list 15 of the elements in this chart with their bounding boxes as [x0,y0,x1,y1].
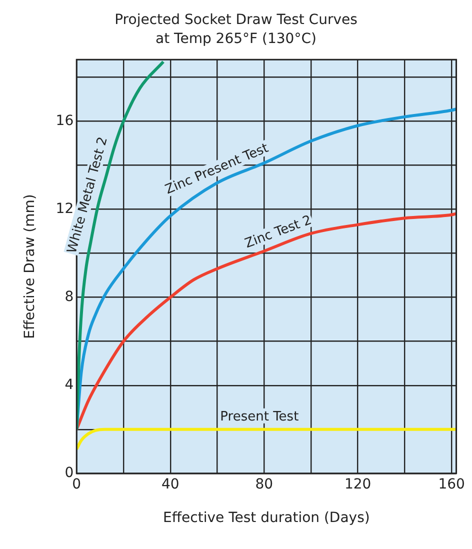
x-tick-label: 40 [161,476,180,492]
y-tick-label: 16 [56,112,74,129]
y-tick-label: 0 [64,465,74,482]
series-label: Present Test [220,409,299,424]
x-axis-title: Effective Test duration (Days) [163,510,370,526]
chart-title: Projected Socket Draw Test Curves [114,12,358,28]
y-tick-label: 8 [64,288,74,305]
text: Zinc Test 2 [242,212,314,252]
x-tick-label: 80 [255,476,274,492]
y-tick-label: 4 [64,377,74,393]
x-tick-label: 160 [438,476,465,492]
x-tick-label: 120 [344,476,372,492]
chart-subtitle: at Temp 265°F (130°C) [156,30,316,47]
line-series [76,428,456,451]
y-axis-title: Effective Draw (mm) [22,194,38,339]
